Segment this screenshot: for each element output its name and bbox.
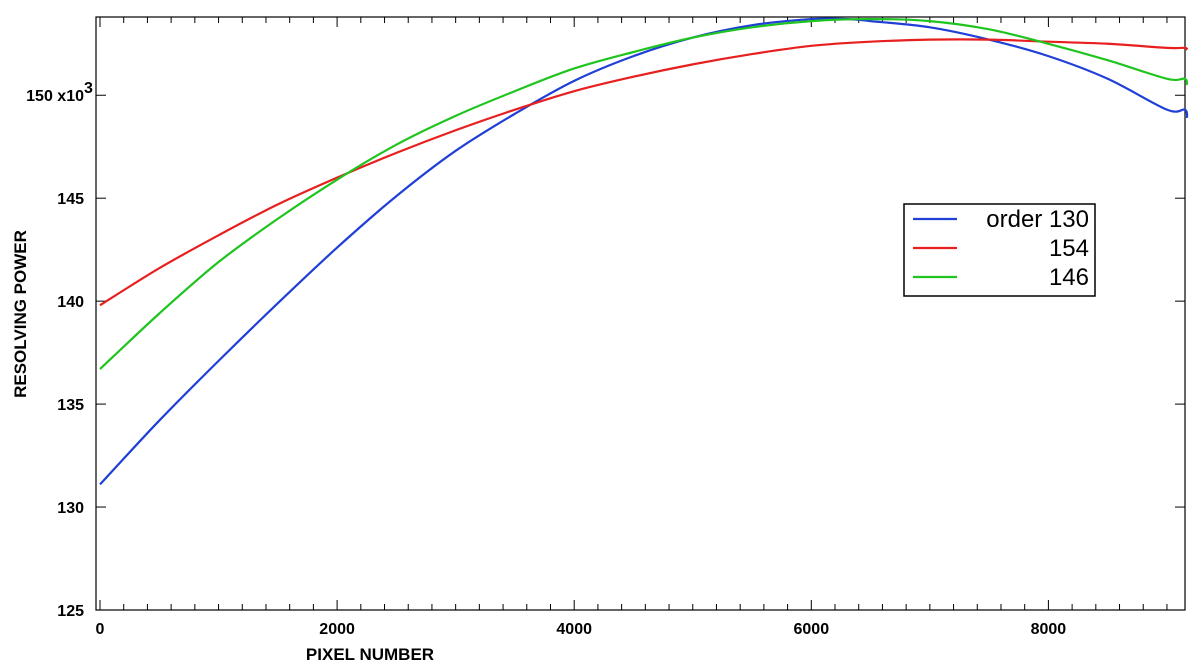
legend-label-2: 154 — [1049, 235, 1089, 262]
x-tick-label: 4000 — [556, 621, 592, 638]
y-tick-label: 140 — [57, 294, 84, 311]
y-tick-label: 130 — [57, 500, 84, 517]
y-tick-label: 150 x10 — [26, 88, 84, 105]
legend-label-1: order 130 — [986, 206, 1089, 233]
plot-border — [95, 16, 1186, 611]
tick-labels: 0 2000 4000 6000 8000 125 130 135 140 145 150 x10 3 — [26, 80, 1066, 638]
y-tick-label: 135 — [57, 397, 84, 414]
series-line-2 — [99, 38, 1189, 307]
series-lines — [99, 17, 1189, 486]
plot-frame — [95, 16, 1186, 611]
x-tick-label: 2000 — [319, 621, 355, 638]
x-axis-title: PIXEL NUMBER — [306, 645, 434, 664]
y-tick-label: 125 — [57, 603, 84, 620]
axis-ticks — [96, 17, 1185, 611]
series-line-3 — [99, 17, 1189, 370]
y-tick-label: 145 — [57, 191, 84, 208]
legend-label-3: 146 — [1049, 264, 1089, 291]
x-tick-label: 0 — [96, 621, 105, 638]
y-tick-label-exponent: 3 — [84, 80, 93, 97]
x-tick-label: 8000 — [1031, 621, 1067, 638]
y-axis-title: RESOLVING POWER — [11, 230, 30, 398]
x-tick-label: 6000 — [794, 621, 830, 638]
